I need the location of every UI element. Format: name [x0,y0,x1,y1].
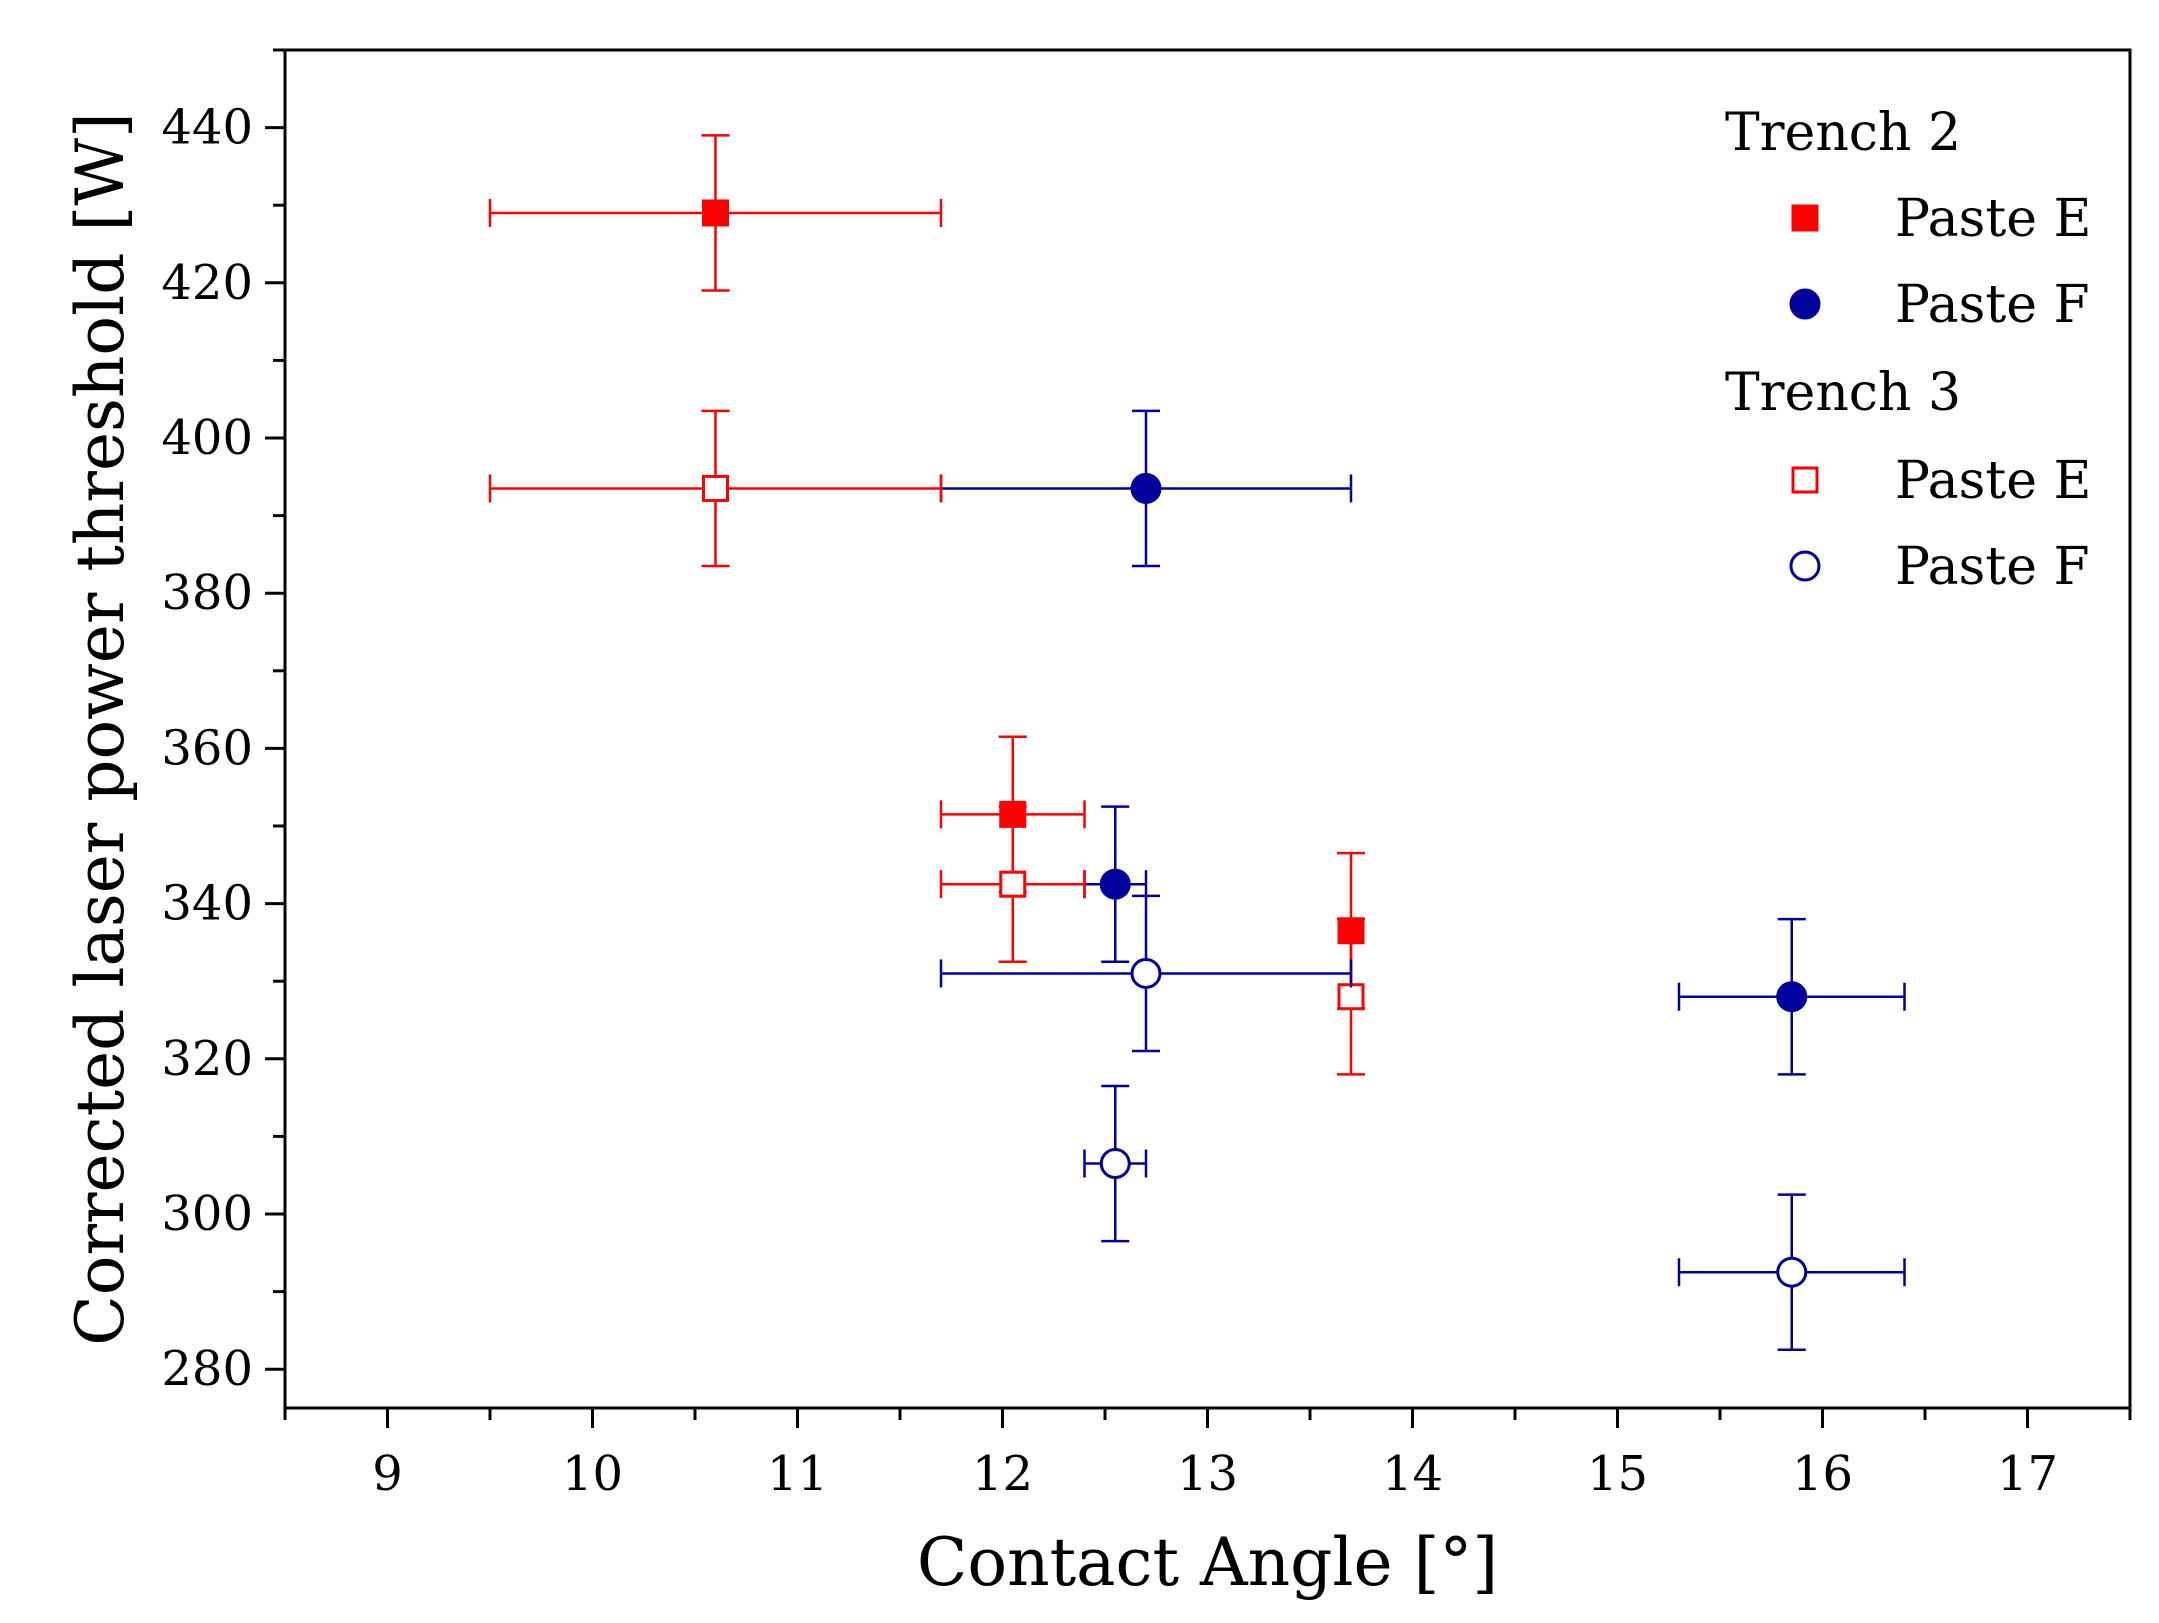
open-square-marker [999,870,1027,898]
legend: Trench 2 Paste E Paste F Trench 3 Paste E Pas… [1725,103,2092,597]
legend-group-title: Trench 2 [1725,103,1961,163]
y-tick-label: 400 [161,410,253,466]
data-point [1677,1193,1906,1352]
data-point [939,805,1086,964]
x-tick-label: 14 [1382,1446,1443,1502]
open-square-marker [702,474,729,502]
x-tick-label: 12 [972,1446,1033,1502]
legend-entry-label: Paste F [1895,537,2090,597]
series-trench-2-paste-f [939,409,1906,1076]
y-tick-label: 420 [161,255,253,311]
y-tick-label: 300 [161,1186,253,1242]
filled-circle-marker [1130,472,1162,504]
data-point [939,409,1353,568]
data-point [1083,1084,1148,1243]
filled-circle-marker [1099,868,1131,900]
x-tick-label: 15 [1587,1446,1648,1502]
y-tick-label: 380 [161,565,253,621]
x-axis-title: Contact Angle [°] [917,1524,1498,1601]
legend-symbol [1791,466,1819,494]
legend-symbol [1789,288,1821,320]
open-circle-marker [1130,957,1162,989]
legend-entry-label: Paste E [1895,189,2092,249]
legend-group-title: Trench 3 [1725,363,1961,423]
filled-square-marker [702,199,729,227]
x-tick-label: 9 [372,1446,403,1502]
y-tick-label: 340 [161,876,253,932]
open-square-marker [1337,983,1365,1011]
open-circle-marker [1776,1256,1808,1288]
data-point [488,409,943,568]
legend-symbol [1789,550,1821,582]
legend-entry-label: Paste E [1895,451,2092,511]
series-trench-3-paste-e [488,409,1365,1076]
x-tick-label: 16 [1792,1446,1853,1502]
x-tick-label: 17 [1997,1446,2058,1502]
data-point [1083,805,1148,964]
series-trench-3-paste-f [939,894,1906,1352]
filled-circle-marker [1776,981,1808,1013]
y-tick-label: 280 [161,1341,253,1397]
axes: 9 10 11 12 13 14 15 16 17 280 300 320 340 360 380 400 42… [161,48,2132,1502]
plot-marks [488,134,1906,1352]
data-point [1677,917,1906,1076]
y-tick-label: 320 [161,1031,253,1087]
legend-symbol [1791,204,1819,232]
legend-entry-label: Paste F [1895,275,2090,335]
data-point [1337,917,1365,1076]
open-circle-marker [1099,1148,1131,1180]
y-axis-title: Corrected laser power threshold [W] [62,112,139,1346]
x-tick-label: 13 [1177,1446,1238,1502]
data-point [488,134,943,292]
data-point [939,894,1353,1053]
y-tick-label: 440 [161,100,253,156]
y-tick-label: 360 [161,720,253,776]
x-tick-label: 11 [767,1446,828,1502]
x-tick-label: 10 [562,1446,623,1502]
